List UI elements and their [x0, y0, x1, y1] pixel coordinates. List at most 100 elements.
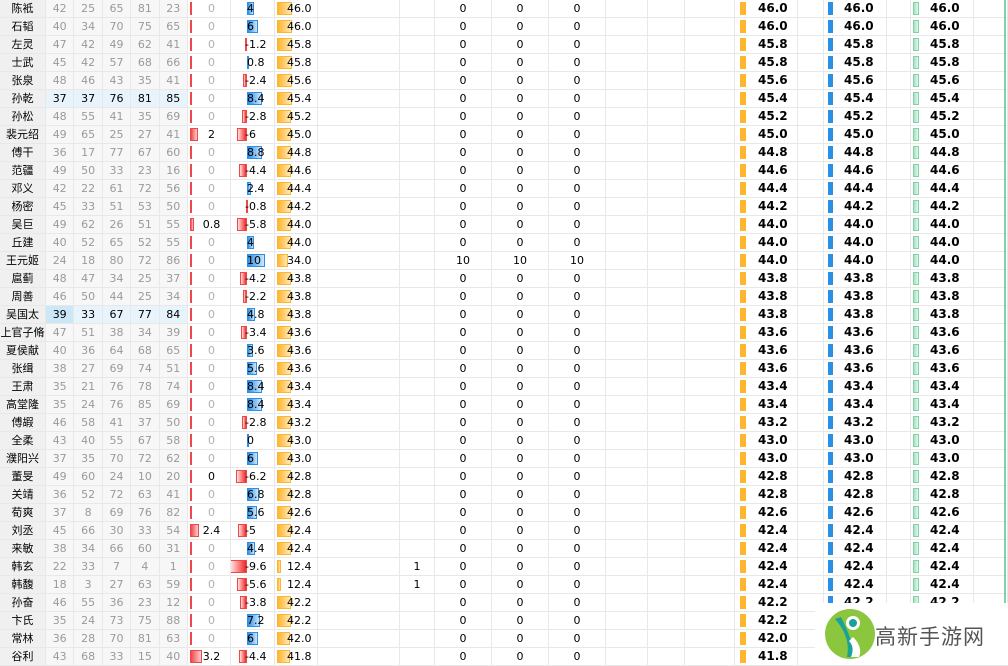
stat-cell[interactable]: 65: [159, 18, 188, 35]
empty-cell[interactable]: [798, 216, 824, 233]
empty-cell[interactable]: [887, 504, 911, 521]
final-orange-cell[interactable]: 43.6: [735, 342, 798, 359]
empty-cell[interactable]: [974, 324, 1008, 341]
empty-cell[interactable]: [606, 594, 648, 611]
final-green-cell[interactable]: 43.6: [911, 342, 974, 359]
empty-cell[interactable]: [798, 198, 824, 215]
score-cell[interactable]: 42.2: [275, 612, 318, 629]
final-green-cell[interactable]: 45.8: [911, 54, 974, 71]
final-green-cell[interactable]: 42.8: [911, 486, 974, 503]
final-blue-cell[interactable]: 42.4: [824, 540, 887, 557]
bonus-cell[interactable]: 0: [188, 594, 231, 611]
stat-cell[interactable]: 75: [131, 612, 160, 629]
empty-cell[interactable]: [974, 234, 1008, 251]
bonus-cell[interactable]: 0: [188, 72, 231, 89]
stat-cell[interactable]: 76: [102, 378, 132, 395]
empty-cell[interactable]: [974, 522, 1008, 539]
empty-cell[interactable]: [974, 144, 1008, 161]
stat-cell[interactable]: 65: [159, 342, 188, 359]
stat-cell[interactable]: 34: [74, 540, 103, 557]
bonus-cell[interactable]: 0: [188, 162, 231, 179]
empty-cell[interactable]: [318, 36, 400, 53]
stat-cell[interactable]: 35: [46, 396, 75, 413]
value-c-cell[interactable]: 0: [549, 486, 606, 503]
final-blue-cell[interactable]: 43.6: [824, 360, 887, 377]
stat-cell[interactable]: 46: [74, 72, 103, 89]
empty-cell[interactable]: [606, 180, 648, 197]
stat-cell[interactable]: 31: [159, 540, 188, 557]
empty-cell[interactable]: [685, 468, 735, 485]
value-b-cell[interactable]: 0: [492, 306, 549, 323]
count-cell[interactable]: [400, 180, 435, 197]
empty-cell[interactable]: [798, 90, 824, 107]
table-row[interactable]: 王元姬 24 18 80 72 86 0 10 34.0 10 10 10 44.0 44.0 44.0: [0, 252, 1008, 270]
stat-cell[interactable]: 23: [159, 0, 188, 17]
value-c-cell[interactable]: 0: [549, 432, 606, 449]
empty-cell[interactable]: [318, 252, 400, 269]
delta-cell[interactable]: -5.6: [231, 576, 275, 593]
empty-cell[interactable]: [648, 468, 685, 485]
empty-cell[interactable]: [685, 450, 735, 467]
empty-cell[interactable]: [798, 144, 824, 161]
value-a-cell[interactable]: 0: [435, 450, 492, 467]
empty-cell[interactable]: [685, 252, 735, 269]
final-orange-cell[interactable]: 45.4: [735, 90, 798, 107]
empty-cell[interactable]: [974, 36, 1008, 53]
final-green-cell[interactable]: 43.6: [911, 360, 974, 377]
final-green-cell[interactable]: 42.4: [911, 558, 974, 575]
stat-cell[interactable]: 46: [46, 594, 75, 611]
final-blue-cell[interactable]: 43.0: [824, 432, 887, 449]
delta-cell[interactable]: 0.8: [231, 54, 275, 71]
stat-cell[interactable]: 52: [74, 234, 103, 251]
value-b-cell[interactable]: 0: [492, 432, 549, 449]
bonus-cell[interactable]: 2.4: [188, 522, 231, 539]
delta-cell[interactable]: 2.4: [231, 180, 275, 197]
bonus-cell[interactable]: 0: [188, 306, 231, 323]
stat-cell[interactable]: 34: [159, 288, 188, 305]
stat-cell[interactable]: 68: [74, 648, 103, 665]
table-row[interactable]: 濮阳兴 37 35 70 72 62 0 6 43.0 0 0 0 43.0 43.0 43.0: [0, 450, 1008, 468]
empty-cell[interactable]: [318, 270, 400, 287]
empty-cell[interactable]: [685, 576, 735, 593]
delta-cell[interactable]: 6: [231, 450, 275, 467]
score-cell[interactable]: 46.0: [275, 18, 318, 35]
value-b-cell[interactable]: 0: [492, 594, 549, 611]
empty-cell[interactable]: [974, 198, 1008, 215]
empty-cell[interactable]: [318, 162, 400, 179]
stat-cell[interactable]: 23: [131, 594, 160, 611]
delta-cell[interactable]: 5.6: [231, 360, 275, 377]
count-cell[interactable]: [400, 36, 435, 53]
empty-cell[interactable]: [648, 216, 685, 233]
empty-cell[interactable]: [887, 342, 911, 359]
name-cell[interactable]: 董旻: [0, 468, 46, 485]
stat-cell[interactable]: 51: [102, 198, 132, 215]
value-a-cell[interactable]: 0: [435, 630, 492, 647]
empty-cell[interactable]: [974, 450, 1008, 467]
stat-cell[interactable]: 25: [74, 0, 103, 17]
value-b-cell[interactable]: 0: [492, 558, 549, 575]
final-blue-cell[interactable]: 45.6: [824, 72, 887, 89]
stat-cell[interactable]: 57: [102, 54, 132, 71]
stat-cell[interactable]: 66: [74, 522, 103, 539]
stat-cell[interactable]: 64: [102, 342, 132, 359]
empty-cell[interactable]: [974, 576, 1008, 593]
value-c-cell[interactable]: 0: [549, 144, 606, 161]
stat-cell[interactable]: 7: [102, 558, 132, 575]
value-a-cell[interactable]: 0: [435, 288, 492, 305]
empty-cell[interactable]: [606, 90, 648, 107]
empty-cell[interactable]: [648, 36, 685, 53]
empty-cell[interactable]: [648, 504, 685, 521]
stat-cell[interactable]: 55: [159, 234, 188, 251]
table-row[interactable]: 士武 45 42 57 68 66 0 0.8 45.8 0 0 0 45.8 45.8 45.8: [0, 54, 1008, 72]
stat-cell[interactable]: 36: [46, 144, 75, 161]
empty-cell[interactable]: [685, 378, 735, 395]
final-orange-cell[interactable]: 42.4: [735, 522, 798, 539]
empty-cell[interactable]: [974, 504, 1008, 521]
value-c-cell[interactable]: 0: [549, 54, 606, 71]
empty-cell[interactable]: [685, 414, 735, 431]
stat-cell[interactable]: 65: [102, 234, 132, 251]
value-c-cell[interactable]: 0: [549, 234, 606, 251]
count-cell[interactable]: [400, 198, 435, 215]
empty-cell[interactable]: [606, 360, 648, 377]
final-orange-cell[interactable]: 42.0: [735, 630, 798, 647]
